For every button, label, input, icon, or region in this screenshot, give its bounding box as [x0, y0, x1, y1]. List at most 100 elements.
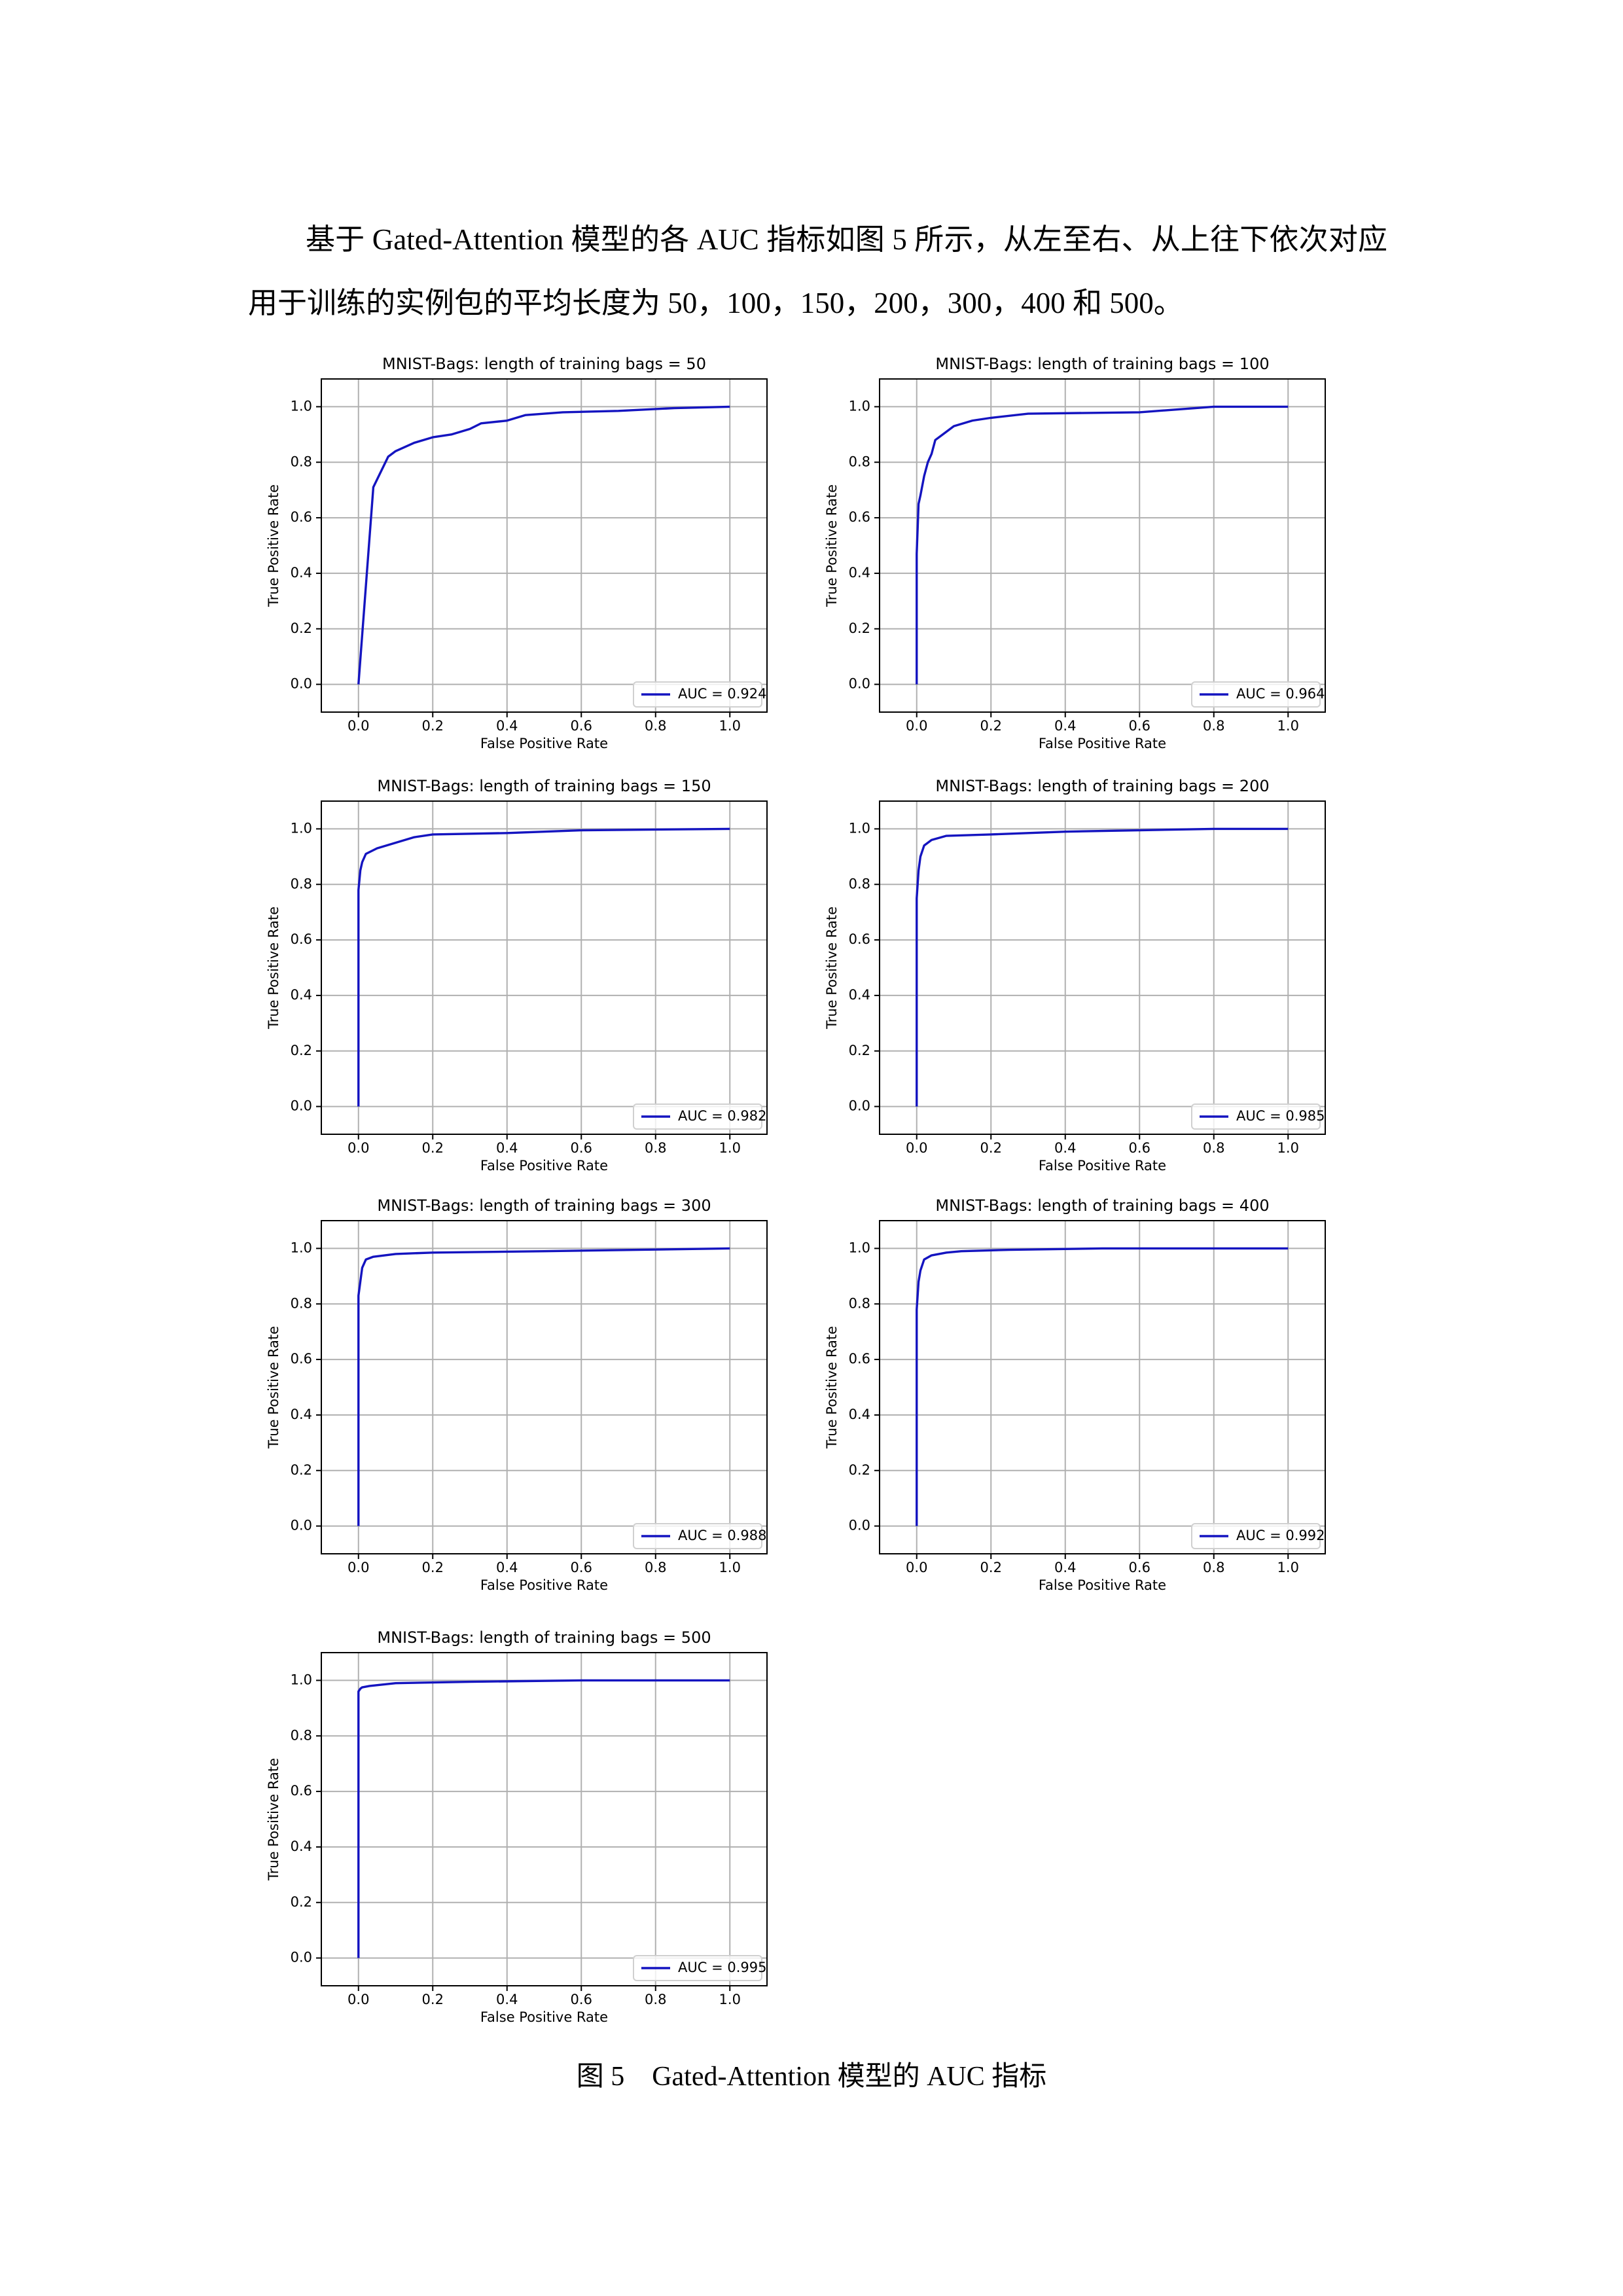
- x-tick-label: 0.8: [1203, 1140, 1224, 1156]
- x-tick-label: 0.8: [645, 1992, 666, 2007]
- y-tick-label: 0.2: [849, 620, 870, 636]
- x-tick-label: 0.6: [571, 1992, 592, 2007]
- chart-title: MNIST-Bags: length of training bags = 15…: [377, 777, 711, 795]
- y-tick-label: 0.0: [291, 1518, 312, 1534]
- legend-box: [633, 1103, 762, 1130]
- y-axis-label: True Positive Rate: [266, 1326, 281, 1449]
- axes-frame: [321, 1220, 768, 1554]
- plot-area: [321, 1653, 767, 1986]
- y-tick-label: 1.0: [291, 820, 312, 836]
- y-tick-label: 1.0: [291, 398, 312, 414]
- y-tick-label: 0.4: [291, 987, 312, 1003]
- legend-label: AUC = 0.992: [1236, 1528, 1325, 1543]
- y-tick-label: 0.4: [849, 1407, 870, 1422]
- x-axis-label: False Positive Rate: [1039, 1158, 1166, 1174]
- y-tick-label: 0.2: [291, 1462, 312, 1478]
- x-tick-label: 0.2: [980, 1560, 1002, 1575]
- roc-line: [357, 1247, 730, 1526]
- y-axis-label: True Positive Rate: [266, 1758, 281, 1881]
- figure-caption: 图 5 Gated-Attention 模型的 AUC 指标: [576, 2062, 1047, 2092]
- y-tick-label: 0.4: [291, 565, 312, 581]
- legend-box: [1191, 1523, 1321, 1549]
- chart-title: MNIST-Bags: length of training bags = 30…: [377, 1196, 711, 1215]
- y-axis-label: True Positive Rate: [266, 484, 281, 607]
- y-tick-label: 0.2: [849, 1462, 870, 1478]
- y-tick-label: 0.0: [291, 1950, 312, 1965]
- x-tick-label: 0.4: [496, 1560, 518, 1575]
- x-axis-label: False Positive Rate: [480, 1158, 608, 1174]
- x-tick-label: 0.0: [906, 718, 927, 734]
- y-tick-label: 0.0: [849, 1518, 870, 1534]
- y-tick-label: 0.6: [291, 931, 312, 947]
- chart-title: MNIST-Bags: length of training bags = 50: [382, 355, 706, 373]
- plot-area: [321, 1221, 767, 1554]
- x-tick-label: 0.4: [496, 718, 518, 734]
- x-tick-label: 1.0: [719, 718, 741, 734]
- y-tick-label: 0.0: [849, 676, 870, 692]
- y-tick-label: 0.0: [291, 676, 312, 692]
- y-tick-label: 0.4: [849, 565, 870, 581]
- y-tick-label: 0.8: [849, 454, 870, 469]
- y-tick-label: 1.0: [849, 1240, 870, 1255]
- x-axis-label: False Positive Rate: [480, 1577, 608, 1593]
- y-tick-label: 0.4: [849, 987, 870, 1003]
- chart: 0.0 0.2 0.4 0.6 0.8 1.0 0.0 0.2 0.4 0.6 0.8 1.0 MNIS…: [266, 1628, 768, 2025]
- x-tick-label: 0.8: [1203, 1560, 1224, 1575]
- x-tick-label: 1.0: [1277, 1560, 1299, 1575]
- roc-line: [357, 827, 730, 1107]
- roc-line: [916, 827, 1289, 1107]
- legend-label: AUC = 0.982: [678, 1108, 766, 1124]
- x-tick-label: 0.4: [1054, 718, 1076, 734]
- y-axis-label: True Positive Rate: [824, 484, 840, 607]
- legend-label: AUC = 0.988: [678, 1528, 766, 1543]
- paragraph: 基于 Gated-Attention 模型的各 AUC 指标如图 5 所示，从左…: [248, 223, 1387, 319]
- chart: 0.0 0.2 0.4 0.6 0.8 1.0 0.0 0.2 0.4 0.6 0.8 1.0 MNIS…: [824, 1196, 1326, 1593]
- x-tick-label: 0.6: [571, 718, 592, 734]
- legend-box: [633, 1523, 762, 1549]
- chart-title: MNIST-Bags: length of training bags = 10…: [935, 355, 1269, 373]
- x-tick-label: 0.0: [906, 1140, 927, 1156]
- roc-line: [916, 1247, 1289, 1526]
- plot-area: [321, 801, 767, 1134]
- axes-frame: [879, 800, 1326, 1135]
- y-tick-label: 0.4: [291, 1839, 312, 1854]
- x-tick-label: 0.2: [980, 718, 1002, 734]
- x-tick-label: 1.0: [719, 1140, 741, 1156]
- y-tick-label: 0.8: [849, 1295, 870, 1311]
- y-tick-label: 0.2: [849, 1043, 870, 1058]
- roc-line: [357, 1679, 730, 1958]
- x-axis-label: False Positive Rate: [1039, 1577, 1166, 1593]
- chart: 0.0 0.2 0.4 0.6 0.8 1.0 0.0 0.2 0.4 0.6 0.8 1.0 MNIS…: [266, 355, 768, 751]
- chart-title: MNIST-Bags: length of training bags = 20…: [935, 777, 1269, 795]
- x-tick-label: 0.0: [906, 1560, 927, 1575]
- x-tick-label: 0.6: [571, 1560, 592, 1575]
- y-tick-label: 0.4: [291, 1407, 312, 1422]
- chart: 0.0 0.2 0.4 0.6 0.8 1.0 0.0 0.2 0.4 0.6 0.8 1.0 MNIS…: [266, 777, 768, 1174]
- chart: 0.0 0.2 0.4 0.6 0.8 1.0 0.0 0.2 0.4 0.6 0.8 1.0 MNIS…: [266, 1196, 768, 1593]
- chart-title: MNIST-Bags: length of training bags = 40…: [935, 1196, 1269, 1215]
- x-tick-label: 1.0: [1277, 718, 1299, 734]
- axes-frame: [321, 378, 768, 713]
- axes-frame: [879, 1220, 1326, 1554]
- x-tick-label: 0.0: [348, 1140, 369, 1156]
- legend-label: AUC = 0.924: [678, 686, 766, 702]
- plot-area: [880, 801, 1325, 1134]
- x-tick-label: 0.6: [571, 1140, 592, 1156]
- x-tick-label: 0.4: [496, 1140, 518, 1156]
- x-tick-label: 0.0: [348, 1992, 369, 2007]
- legend-label: AUC = 0.985: [1236, 1108, 1325, 1124]
- x-tick-label: 0.8: [1203, 718, 1224, 734]
- plot-area: [321, 379, 767, 712]
- y-tick-label: 0.2: [291, 1043, 312, 1058]
- y-tick-label: 0.2: [291, 620, 312, 636]
- x-tick-label: 1.0: [719, 1560, 741, 1575]
- legend-box: [633, 681, 762, 708]
- x-axis-label: False Positive Rate: [480, 736, 608, 751]
- legend-box: [1191, 681, 1321, 708]
- y-tick-label: 0.2: [291, 1894, 312, 1910]
- x-axis-label: False Positive Rate: [480, 2009, 608, 2025]
- y-tick-label: 0.6: [849, 931, 870, 947]
- y-tick-label: 1.0: [849, 398, 870, 414]
- x-tick-label: 0.2: [980, 1140, 1002, 1156]
